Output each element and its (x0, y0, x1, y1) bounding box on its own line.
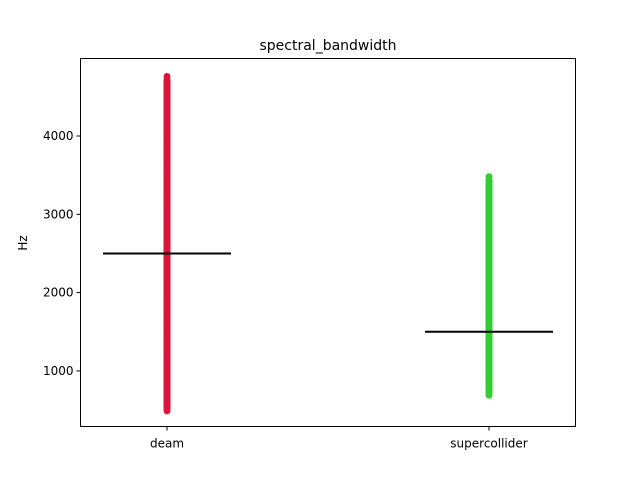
deam-point (163, 144, 171, 152)
plot-frame (80, 58, 576, 427)
supercollider-point (485, 173, 493, 181)
deam-point (163, 238, 171, 246)
supercollider-point (485, 232, 493, 240)
supercollider-point (485, 265, 493, 273)
y-tick-label: 3000 (43, 207, 74, 221)
deam-point (163, 379, 171, 387)
deam-point (163, 340, 171, 348)
deam-point (163, 80, 171, 88)
y-tick-label: 1000 (43, 364, 74, 378)
chart-title: spectral_bandwidth (259, 38, 396, 54)
deam-point (163, 397, 171, 405)
y-axis-label: Hz (16, 235, 30, 250)
deam-point (163, 175, 171, 183)
supercollider-point (485, 243, 493, 251)
deam-point (163, 300, 171, 308)
deam-point (163, 136, 171, 144)
y-tick-label: 2000 (43, 286, 74, 300)
deam-point (163, 253, 171, 261)
deam-point (163, 214, 171, 222)
deam-point (163, 293, 171, 301)
deam-point (163, 167, 171, 175)
deam-point (163, 355, 171, 363)
deam-point (163, 183, 171, 191)
deam-point (163, 199, 171, 207)
deam-point (163, 392, 171, 400)
deam-point (163, 246, 171, 254)
supercollider-point (485, 193, 493, 201)
supercollider-point (485, 182, 493, 190)
deam-point (163, 363, 171, 371)
x-tick-label: supercollider (450, 437, 527, 451)
deam-point (163, 324, 171, 332)
mean-lines (103, 252, 553, 333)
x-axis: deam supercollider (150, 426, 528, 451)
deam-point (163, 159, 171, 167)
deam-point (163, 332, 171, 340)
supercollider-point (485, 202, 493, 210)
y-tick-label: 4000 (43, 129, 74, 143)
deam-point (163, 73, 171, 81)
deam-point (163, 371, 171, 379)
deam-point (163, 230, 171, 238)
x-tick-label: deam (150, 437, 184, 451)
deam-point (163, 261, 171, 269)
deam-point (163, 269, 171, 277)
deam-point (163, 308, 171, 316)
deam-point (163, 386, 171, 394)
supercollider-point (485, 208, 493, 216)
deam-point (163, 277, 171, 285)
deam-point (163, 124, 171, 132)
deam-point (163, 285, 171, 293)
deam-point (163, 206, 171, 214)
y-axis: 1000 2000 3000 4000 (43, 129, 81, 378)
supercollider-point (485, 225, 493, 233)
deam-point (163, 152, 171, 160)
deam-point (163, 191, 171, 199)
deam-point (163, 316, 171, 324)
deam-point (163, 222, 171, 230)
supercollider-point (485, 253, 493, 261)
deam-point (163, 347, 171, 355)
scatter-points (163, 73, 493, 415)
